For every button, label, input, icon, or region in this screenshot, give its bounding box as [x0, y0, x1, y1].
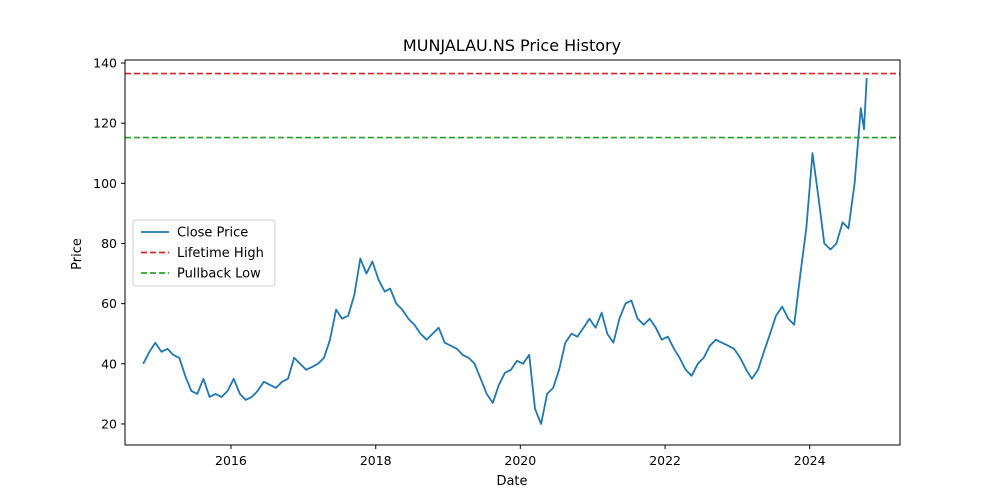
y-tick-label: 80 — [101, 236, 117, 251]
axes-frame — [124, 59, 901, 446]
y-tick-label: 60 — [101, 296, 117, 311]
legend-item-pullback-low-label: Pullback Low — [177, 267, 261, 282]
x-tick-label: 2018 — [360, 453, 392, 468]
y-tick-label: 40 — [101, 356, 117, 371]
x-tick-label: 2020 — [504, 453, 536, 468]
y-tick-label: 140 — [93, 56, 117, 71]
legend-item-lifetime-high-label: Lifetime High — [177, 246, 264, 261]
chart-title: MUNJALAU.NS Price History — [403, 36, 621, 55]
y-tick-label: 120 — [93, 116, 117, 131]
legend: Close Price Lifetime High Pullback Low — [132, 219, 276, 287]
y-tick-label: 100 — [93, 176, 117, 191]
x-tick-label: 2016 — [215, 453, 247, 468]
series-line-close-price — [142, 77, 868, 425]
x-tick-label: 2024 — [794, 453, 826, 468]
plot-area — [125, 72, 900, 425]
x-axis-title: Date — [496, 474, 527, 489]
x-tick-label: 2022 — [649, 453, 681, 468]
axes: 2016 2018 2020 2022 2024 20 40 60 80 100 120 140 — [93, 56, 901, 468]
y-axis-title: Price — [70, 238, 85, 270]
legend-item-close-price-label: Close Price — [177, 226, 248, 241]
y-tick-label: 20 — [101, 416, 117, 431]
legend-box — [132, 219, 276, 287]
